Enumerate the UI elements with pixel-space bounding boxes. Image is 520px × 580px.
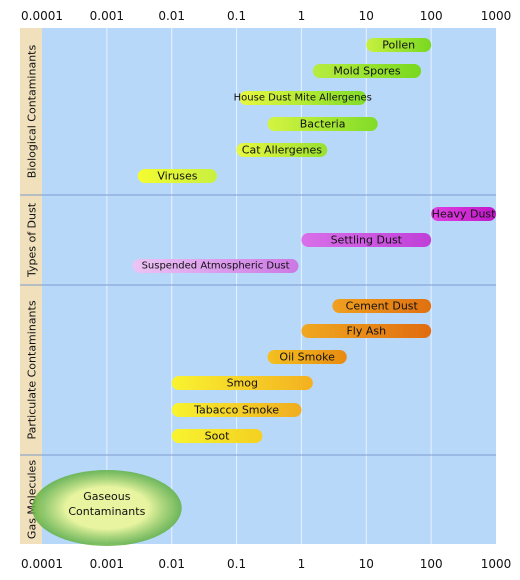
category-label: Types of Dust: [26, 202, 39, 278]
bar: [332, 299, 432, 313]
x-tick-label: 1000: [481, 9, 512, 23]
bar: [171, 376, 313, 390]
x-tick-label: 0.0001: [21, 9, 63, 23]
bar-label: Fly Ash: [346, 325, 386, 338]
x-tick-label: 1: [298, 557, 306, 571]
bar-label: Gaseous Contaminants: [68, 490, 145, 518]
bar-label: House Dust Mite Allergenes: [234, 93, 372, 104]
x-tick-label: 100: [420, 9, 443, 23]
bar: [171, 403, 302, 417]
x-axis-ticks-bottom: 0.0001 0.001 0.01 0.1 1 10 100 1000: [21, 557, 511, 571]
category-separators: [20, 194, 496, 456]
bar: [301, 324, 432, 338]
bar: [431, 207, 496, 221]
bar: [267, 350, 347, 364]
bar-label: Suspended Atmospheric Dust: [142, 261, 290, 272]
category-label: Gas Molecules: [26, 460, 39, 539]
bar: [267, 117, 378, 131]
x-tick-label: 0.001: [90, 9, 124, 23]
x-tick-label: 0.001: [90, 557, 124, 571]
x-tick-label: 10: [359, 9, 374, 23]
x-tick-label: 0.0001: [21, 557, 63, 571]
bar-label: Heavy Dust: [432, 208, 496, 221]
bar-label: Cement Dust: [346, 300, 419, 313]
bar: [312, 64, 422, 78]
bar-label: Pollen: [382, 39, 415, 52]
bar: [239, 91, 367, 105]
bar: [366, 38, 432, 52]
x-tick-label: 1: [298, 9, 306, 23]
bar-label: Tabacco Smoke: [193, 404, 279, 417]
category-labels: Biological Contaminants Types of Dust Part…: [26, 45, 39, 540]
bar-label: Bacteria: [300, 118, 346, 131]
x-tick-label: 0.1: [227, 9, 246, 23]
category-label: Particulate Contaminants: [26, 300, 39, 439]
x-tick-label: 0.1: [227, 557, 246, 571]
bar: [171, 429, 263, 443]
x-tick-label: 10: [359, 557, 374, 571]
x-axis-ticks-top: 0.0001 0.001 0.01 0.1 1 10 100 1000: [21, 9, 511, 23]
bar: [32, 470, 182, 546]
bar-label: Oil Smoke: [279, 351, 335, 364]
category-column: [20, 28, 42, 544]
x-tick-label: 0.01: [158, 9, 185, 23]
bar-label: Smog: [227, 377, 258, 390]
grid-lines: [106, 28, 432, 544]
bar-label: Mold Spores: [333, 65, 400, 78]
x-tick-label: 100: [420, 557, 443, 571]
bar-label: Soot: [205, 430, 230, 443]
bar: [236, 143, 328, 157]
bar-label: Settling Dust: [331, 234, 403, 247]
bar: [132, 259, 299, 273]
category-label: Biological Contaminants: [26, 45, 39, 179]
x-tick-label: 1000: [481, 557, 512, 571]
x-tick-label: 0.01: [158, 557, 185, 571]
bars: Pollen Mold Spores House Dust Mite Allerge…: [32, 38, 496, 546]
plot-background: [42, 28, 496, 544]
bar-label: Cat Allergenes: [242, 144, 322, 157]
bar: [301, 233, 432, 247]
bar-label: Viruses: [157, 170, 197, 183]
bar: [137, 169, 218, 183]
